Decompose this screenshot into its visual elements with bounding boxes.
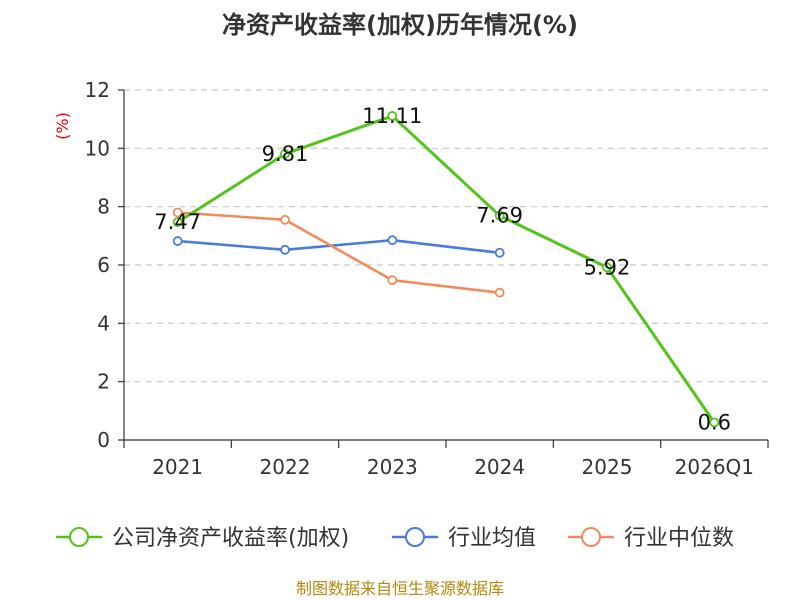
y-axis-label: (%) xyxy=(53,112,72,140)
data-label-2022: 9.81 xyxy=(262,142,309,166)
legend-label-0: 公司净资产收益率(加权) xyxy=(112,526,349,551)
x-tick-label-2023: 2023 xyxy=(367,455,418,479)
series-1-point-2021 xyxy=(172,236,183,246)
y-tick-label-4: 4 xyxy=(97,311,110,335)
legend[interactable]: 公司净资产收益率(加权) 行业均值 行业中位数 xyxy=(56,526,734,551)
series-2-point-2023 xyxy=(387,275,398,286)
x-tick-label-2025: 2025 xyxy=(582,455,633,479)
x-tick-label-2024: 2024 xyxy=(474,455,525,479)
y-tick-label-6: 6 xyxy=(97,253,110,277)
y-tick-label-8: 8 xyxy=(97,195,110,219)
series-0-point-2026Q1 xyxy=(709,417,720,428)
y-tick-label-12: 12 xyxy=(85,78,110,102)
series-0-point-2022 xyxy=(280,148,290,159)
series-0-point-2024 xyxy=(494,210,505,221)
series-line-2 xyxy=(177,211,500,294)
series-line-0 xyxy=(176,114,716,424)
series-group xyxy=(172,111,720,428)
y-tick-label-0: 0 xyxy=(97,428,110,452)
legend-item-0[interactable]: 公司净资产收益率(加权) xyxy=(56,526,349,551)
legend-item-2[interactable]: 行业中位数 xyxy=(568,526,734,551)
legend-marker-0 xyxy=(69,527,89,547)
series-2-point-2024 xyxy=(494,287,505,298)
chart-title: 净资产收益率(加权)历年情况(%) xyxy=(222,11,578,39)
legend-marker-1 xyxy=(405,527,425,547)
series-line-1 xyxy=(177,238,500,255)
data-label-2025: 5.92 xyxy=(584,255,631,279)
grid-lines xyxy=(124,89,768,383)
data-labels: 7.47 9.81 11.11 7.69 5.92 0.6 xyxy=(154,104,731,435)
axes: 0 2 4 6 8 10 12 2021 2022 2023 2024 2025 2026Q1 xyxy=(85,78,769,479)
series-1-point-2024 xyxy=(494,247,505,258)
legend-marker-2 xyxy=(581,527,601,547)
x-tick-label-2021: 2021 xyxy=(152,455,203,479)
y-tick-label-2: 2 xyxy=(97,370,110,394)
data-label-2024: 7.69 xyxy=(476,204,523,228)
legend-item-1[interactable]: 行业均值 xyxy=(392,526,536,551)
data-label-2021: 7.47 xyxy=(154,210,201,234)
x-tick-label-2026Q1: 2026Q1 xyxy=(675,455,754,479)
series-1-point-2023 xyxy=(387,235,398,246)
series-0-point-2025 xyxy=(602,262,612,273)
series-2-point-2021 xyxy=(172,207,183,218)
legend-label-1: 行业均值 xyxy=(448,526,536,551)
series-0-point-2023 xyxy=(387,111,398,121)
legend-label-2: 行业中位数 xyxy=(624,526,734,551)
series-0-point-2021 xyxy=(172,217,183,228)
source-note: 制图数据来自恒生聚源数据库 xyxy=(296,579,504,598)
data-label-2026Q1: 0.6 xyxy=(698,411,731,435)
y-tick-label-10: 10 xyxy=(85,136,110,160)
x-tick-label-2022: 2022 xyxy=(260,455,311,479)
data-label-2023: 11.11 xyxy=(362,104,422,128)
series-2-point-2022 xyxy=(280,214,290,225)
series-1-point-2022 xyxy=(280,244,290,255)
